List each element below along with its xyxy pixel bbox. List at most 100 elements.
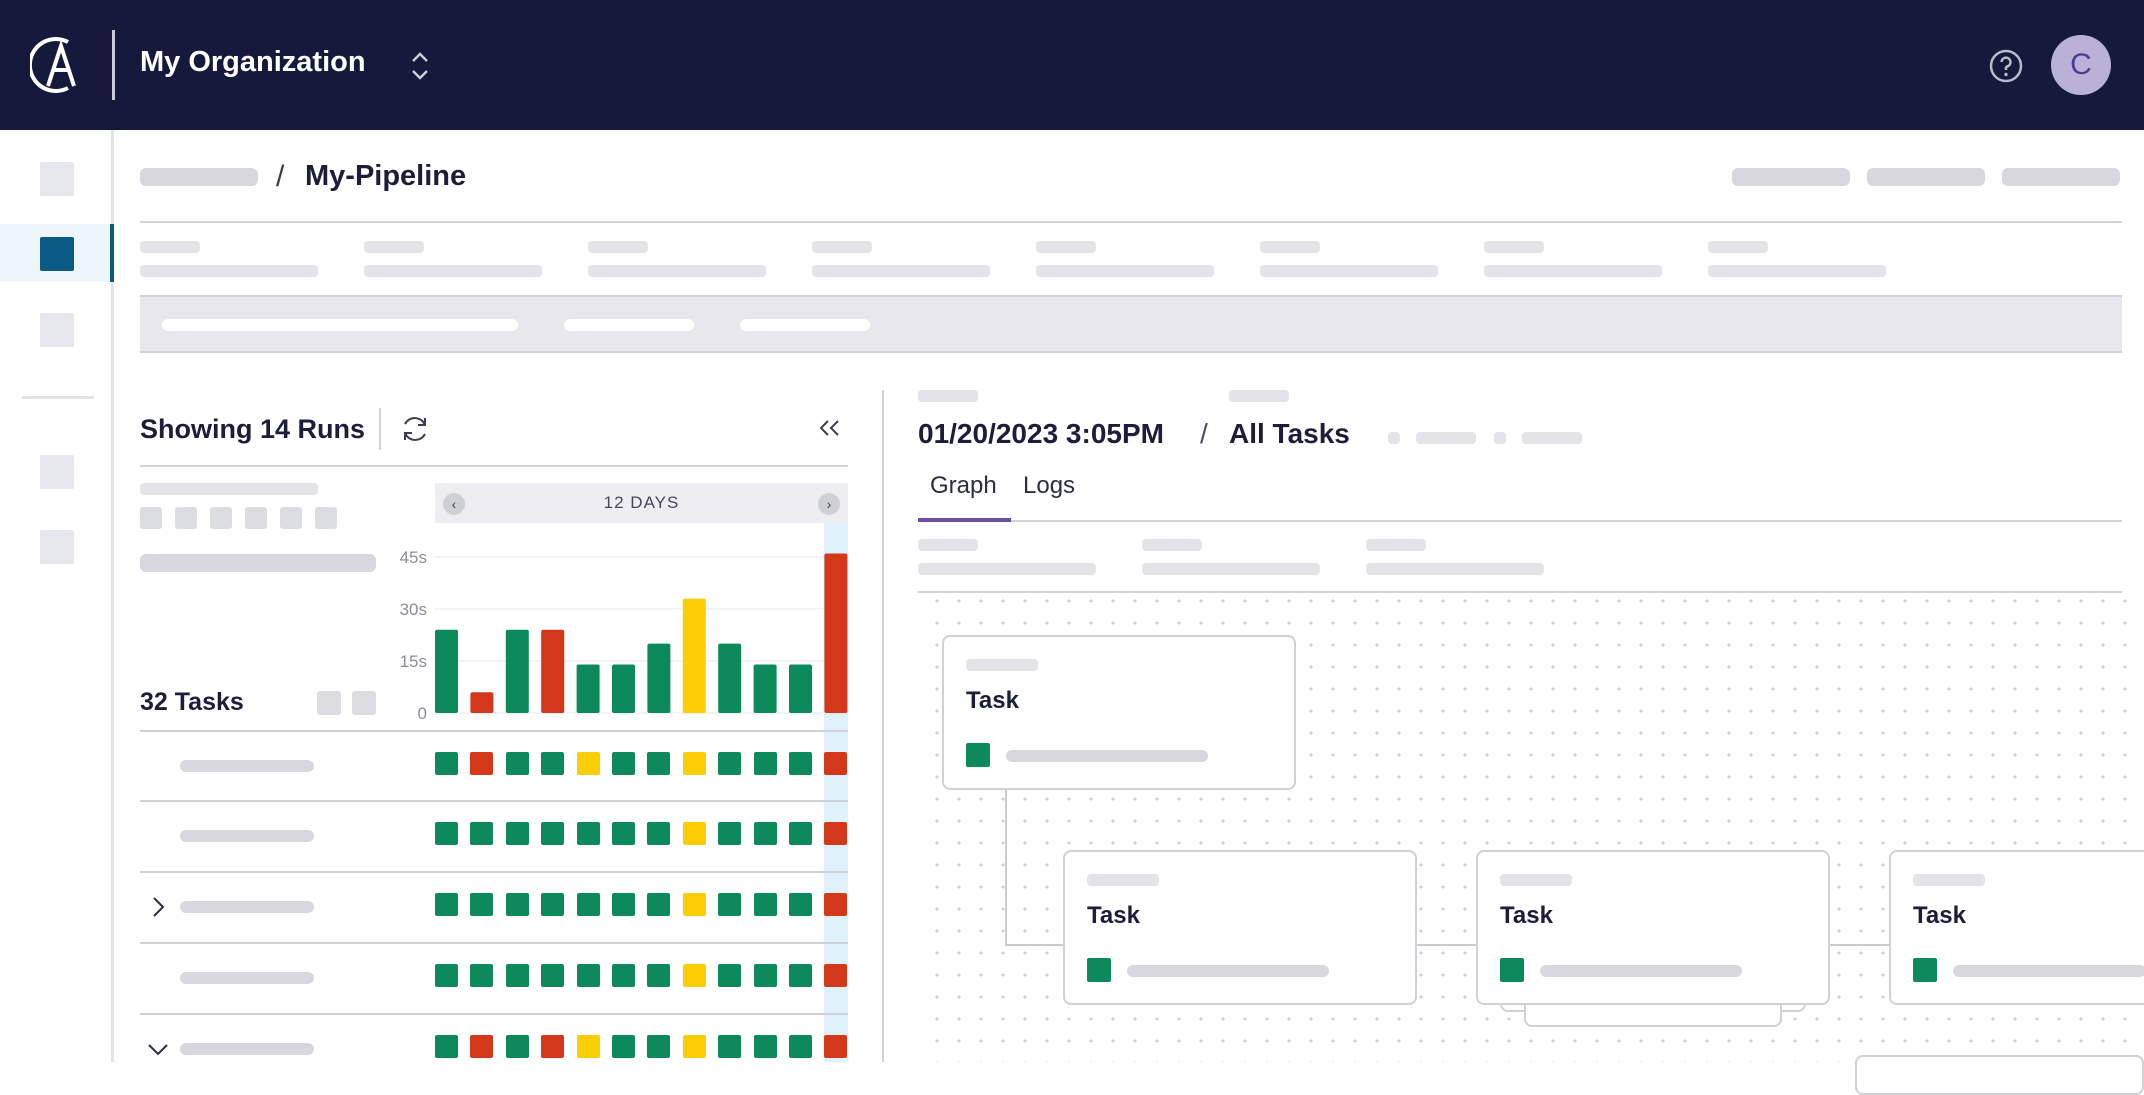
task-instance-status[interactable] — [647, 964, 671, 987]
task-instance-status[interactable] — [505, 893, 529, 916]
task-instance-status[interactable] — [647, 1035, 671, 1058]
task-instance-status[interactable] — [647, 822, 671, 845]
task-instance-status[interactable] — [682, 752, 706, 775]
task-instance-status[interactable] — [718, 964, 742, 987]
task-instance-status[interactable] — [541, 964, 565, 987]
header-action-placeholder[interactable] — [1867, 168, 1985, 186]
task-instance-status[interactable] — [576, 1035, 600, 1058]
graph-node[interactable]: Task — [942, 635, 1296, 790]
header-action-placeholder[interactable] — [2002, 168, 2120, 186]
task-instance-status[interactable] — [718, 752, 742, 775]
run-duration-bar[interactable] — [541, 629, 565, 713]
run-duration-bar[interactable] — [647, 643, 671, 713]
sidebar-item-3-icon[interactable] — [40, 313, 74, 347]
task-instance-status[interactable] — [718, 822, 742, 845]
task-instance-status[interactable] — [753, 1035, 777, 1058]
expand-all-button[interactable] — [317, 691, 341, 715]
task-instance-status[interactable] — [470, 1035, 494, 1058]
sidebar-item-5-icon[interactable] — [40, 530, 74, 564]
chevron-down-icon[interactable] — [146, 1037, 170, 1061]
task-instance-status[interactable] — [753, 822, 777, 845]
sidebar-item-4-icon[interactable] — [40, 455, 74, 489]
task-instance-status[interactable] — [612, 822, 635, 845]
task-instance-status[interactable] — [541, 752, 565, 775]
task-instance-status[interactable] — [824, 822, 848, 845]
task-instance-status[interactable] — [612, 964, 635, 987]
task-instance-status[interactable] — [541, 822, 565, 845]
astronomer-logo-icon[interactable] — [30, 34, 84, 96]
task-instance-status[interactable] — [435, 752, 458, 775]
task-instance-status[interactable] — [789, 822, 812, 845]
task-instance-status[interactable] — [753, 893, 777, 916]
task-instance-status[interactable] — [753, 964, 777, 987]
graph-node-partial[interactable] — [1855, 1055, 2144, 1095]
task-instance-status[interactable] — [505, 752, 529, 775]
graph-node[interactable]: Task — [1063, 850, 1417, 1005]
chevron-up-down-icon[interactable] — [406, 46, 434, 86]
task-instance-status[interactable] — [435, 964, 458, 987]
sidebar-item-active[interactable] — [0, 224, 114, 282]
tab-logs[interactable]: Logs — [1023, 472, 1076, 499]
task-instance-status[interactable] — [505, 964, 529, 987]
task-instance-status[interactable] — [824, 964, 848, 987]
task-instance-status[interactable] — [718, 1035, 742, 1058]
task-instance-status[interactable] — [789, 893, 812, 916]
next-range-button[interactable]: › — [818, 493, 840, 515]
run-duration-bar[interactable] — [718, 643, 742, 713]
collapse-all-button[interactable] — [352, 691, 376, 715]
task-instance-status[interactable] — [647, 893, 671, 916]
task-instance-status[interactable] — [682, 822, 706, 845]
task-instance-status[interactable] — [612, 752, 635, 775]
task-instance-status[interactable] — [824, 752, 848, 775]
graph-node-group[interactable]: Task — [1476, 850, 1830, 1005]
breadcrumb-parent-placeholder[interactable] — [140, 168, 258, 186]
task-instance-status[interactable] — [718, 893, 742, 916]
task-instance-status[interactable] — [753, 752, 777, 775]
run-duration-bar[interactable] — [682, 598, 706, 713]
run-duration-bar[interactable] — [612, 664, 635, 713]
task-instance-status[interactable] — [824, 1035, 848, 1058]
run-duration-bar[interactable] — [753, 664, 777, 713]
task-instance-status[interactable] — [612, 893, 635, 916]
run-duration-bar[interactable] — [824, 553, 848, 713]
task-instance-status[interactable] — [576, 822, 600, 845]
task-instance-status[interactable] — [682, 893, 706, 916]
task-instance-status[interactable] — [505, 822, 529, 845]
task-instance-status[interactable] — [435, 1035, 458, 1058]
org-name[interactable]: My Organization — [140, 46, 366, 78]
task-instance-status[interactable] — [505, 1035, 529, 1058]
task-instance-status[interactable] — [470, 822, 494, 845]
run-duration-bar[interactable] — [576, 664, 600, 713]
task-instance-status[interactable] — [647, 752, 671, 775]
help-icon[interactable] — [1988, 48, 2024, 84]
graph-node[interactable]: Task — [1889, 850, 2144, 1005]
run-duration-bar[interactable] — [789, 664, 812, 713]
user-avatar[interactable]: C — [2051, 35, 2111, 95]
collapse-panel-icon[interactable] — [816, 414, 844, 442]
task-instance-status[interactable] — [789, 964, 812, 987]
task-instance-status[interactable] — [435, 822, 458, 845]
task-instance-status[interactable] — [576, 964, 600, 987]
task-instance-status[interactable] — [789, 752, 812, 775]
chevron-right-icon[interactable] — [146, 895, 170, 919]
task-instance-status[interactable] — [435, 893, 458, 916]
run-duration-bar[interactable] — [505, 629, 529, 713]
task-instance-status[interactable] — [541, 893, 565, 916]
task-instance-status[interactable] — [541, 1035, 565, 1058]
task-instance-status[interactable] — [470, 893, 494, 916]
run-duration-bar[interactable] — [470, 692, 494, 713]
task-instance-status[interactable] — [576, 752, 600, 775]
task-instance-status[interactable] — [612, 1035, 635, 1058]
refresh-icon[interactable] — [398, 412, 432, 446]
tab-graph[interactable]: Graph — [930, 472, 997, 499]
run-duration-bar[interactable] — [435, 629, 458, 713]
task-instance-status[interactable] — [470, 752, 494, 775]
sidebar-item-pipelines-icon[interactable] — [40, 237, 74, 271]
task-instance-status[interactable] — [682, 1035, 706, 1058]
header-action-placeholder[interactable] — [1732, 168, 1850, 186]
sidebar-item-1-icon[interactable] — [40, 162, 74, 196]
prev-range-button[interactable]: ‹ — [443, 493, 465, 515]
task-instance-status[interactable] — [824, 893, 848, 916]
task-instance-status[interactable] — [576, 893, 600, 916]
task-instance-status[interactable] — [789, 1035, 812, 1058]
